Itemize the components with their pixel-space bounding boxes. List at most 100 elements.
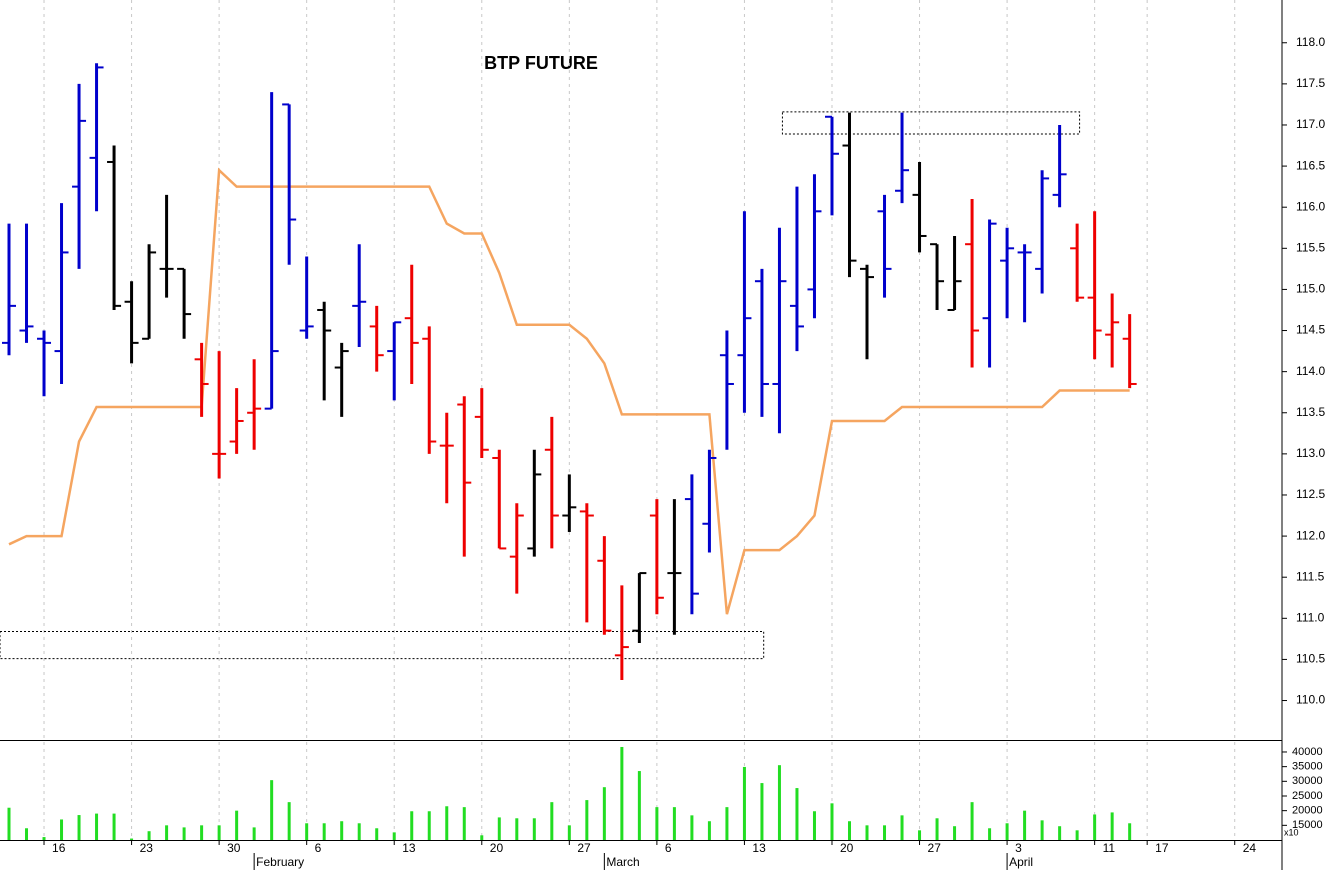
volume-bar bbox=[883, 825, 887, 840]
y-tick-label: 20000 bbox=[1292, 805, 1323, 817]
chart-title: BTP FUTURE bbox=[484, 53, 598, 73]
month-label: March bbox=[606, 855, 639, 869]
y-tick-label: 118.0 bbox=[1296, 35, 1325, 49]
volume-bar bbox=[1058, 826, 1062, 840]
y-tick-label: 114.0 bbox=[1296, 364, 1325, 378]
y-tick-label: 111.5 bbox=[1296, 569, 1325, 583]
volume-bar bbox=[165, 825, 169, 840]
volume-bar bbox=[795, 788, 799, 840]
volume-bar bbox=[777, 765, 781, 840]
volume-bar bbox=[1005, 823, 1009, 840]
y-tick-label: 40000 bbox=[1292, 746, 1323, 758]
volume-bar bbox=[532, 818, 536, 840]
volume-bar bbox=[60, 819, 64, 840]
volume-bar bbox=[217, 825, 221, 840]
volume-bar bbox=[305, 823, 309, 840]
volume-bar bbox=[918, 830, 922, 840]
x-tick-label: 6 bbox=[665, 841, 672, 855]
volume-bar bbox=[970, 802, 974, 840]
month-label: February bbox=[256, 855, 304, 869]
volume-bar bbox=[130, 838, 134, 840]
volume-bar bbox=[392, 832, 396, 840]
y-tick-label: 116.0 bbox=[1296, 199, 1325, 213]
volume-bar bbox=[760, 783, 764, 840]
volume-bar bbox=[830, 803, 834, 840]
volume-bar bbox=[1110, 812, 1114, 840]
volume-bar bbox=[147, 831, 151, 840]
volume-bar bbox=[900, 815, 904, 840]
x-tick-label: 17 bbox=[1155, 841, 1169, 855]
y-tick-label: 116.5 bbox=[1296, 158, 1325, 172]
y-tick-label: 113.5 bbox=[1296, 405, 1325, 419]
y-tick-label: 114.5 bbox=[1296, 323, 1325, 337]
x-tick-label: 24 bbox=[1243, 841, 1257, 855]
x-tick-label: 6 bbox=[315, 841, 322, 855]
volume-bar bbox=[497, 817, 501, 840]
volume-bar bbox=[1128, 823, 1132, 840]
volume-bar bbox=[445, 806, 449, 840]
y-tick-label: 110.0 bbox=[1296, 693, 1325, 707]
volume-bar bbox=[988, 828, 992, 840]
y-tick-label: 112.0 bbox=[1296, 528, 1325, 542]
volume-bar bbox=[847, 821, 851, 840]
volume-bar bbox=[25, 828, 29, 840]
volume-bar bbox=[7, 807, 11, 840]
volume-bar bbox=[462, 807, 466, 840]
volume-bar bbox=[410, 811, 414, 840]
y-tick-label: 110.5 bbox=[1296, 652, 1325, 666]
y-tick-label: 25000 bbox=[1292, 790, 1323, 802]
y-tick-label: 30000 bbox=[1292, 775, 1323, 787]
x-tick-label: 20 bbox=[840, 841, 854, 855]
volume-bar bbox=[1040, 820, 1044, 840]
volume-bar bbox=[1093, 814, 1097, 840]
y-tick-label: 115.5 bbox=[1296, 240, 1325, 254]
y-tick-label: 111.0 bbox=[1296, 610, 1325, 624]
x-tick-label: 13 bbox=[402, 841, 416, 855]
volume-bar bbox=[672, 807, 676, 840]
volume-bar bbox=[707, 821, 711, 840]
month-label: April bbox=[1009, 855, 1033, 869]
volume-bar bbox=[585, 800, 589, 840]
y-tick-label: 15000 bbox=[1292, 819, 1323, 831]
volume-bar bbox=[182, 827, 186, 840]
volume-bar bbox=[1023, 810, 1027, 840]
volume-bar bbox=[515, 818, 519, 840]
volume-bar bbox=[427, 811, 431, 840]
x-tick-label: 30 bbox=[227, 841, 241, 855]
volume-bar bbox=[812, 811, 816, 840]
trend-line bbox=[8, 167, 1130, 615]
zone bbox=[781, 111, 1081, 135]
volume-bar bbox=[375, 828, 379, 840]
y-tick-label: 117.5 bbox=[1296, 76, 1325, 90]
volume-bar bbox=[690, 815, 694, 840]
volume-bar bbox=[935, 818, 939, 840]
volume-bar bbox=[637, 771, 641, 840]
volume-bar bbox=[480, 835, 484, 840]
volume-bar bbox=[112, 813, 116, 840]
y-tick-label: 112.5 bbox=[1296, 487, 1325, 501]
volume-bar bbox=[550, 802, 554, 840]
x-tick-label: 11 bbox=[1103, 841, 1116, 855]
volume-bar bbox=[252, 827, 256, 840]
y-tick-label: 117.0 bbox=[1296, 117, 1325, 131]
volume-bar bbox=[95, 813, 99, 840]
volume-bar bbox=[655, 807, 659, 840]
x-tick-label: 23 bbox=[140, 841, 154, 855]
volume-bar bbox=[340, 821, 344, 840]
volume-bar bbox=[953, 826, 957, 840]
y-tick-label: 35000 bbox=[1292, 761, 1323, 773]
y-tick-label: 115.0 bbox=[1296, 282, 1325, 296]
volume-bar bbox=[357, 823, 361, 840]
x-tick-label: 27 bbox=[577, 841, 591, 855]
volume-bar bbox=[567, 825, 571, 840]
x-tick-label: 13 bbox=[752, 841, 766, 855]
volume-bar bbox=[725, 807, 729, 840]
zone bbox=[0, 630, 765, 660]
volume-bar bbox=[322, 823, 326, 840]
x-tick-label: 27 bbox=[928, 841, 942, 855]
volume-bar bbox=[742, 766, 746, 840]
volume-bar bbox=[270, 780, 274, 840]
x-tick-label: 3 bbox=[1015, 841, 1022, 855]
volume-bar bbox=[602, 787, 606, 840]
